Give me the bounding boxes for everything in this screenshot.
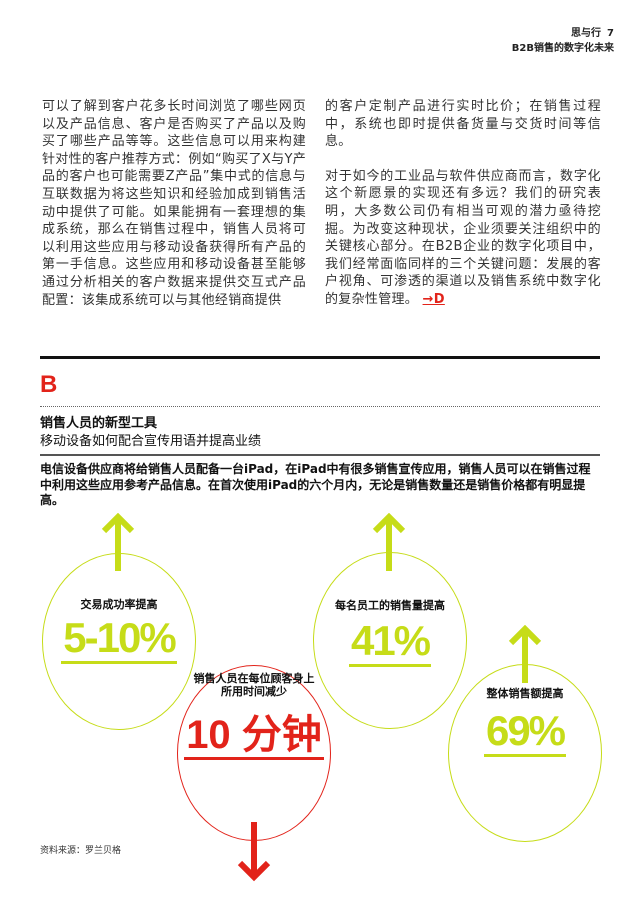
page-header: 思与行 7 B2B销售的数字化未来 [512,26,614,56]
stat-value: 41% [314,617,466,667]
paragraph-text: 对于如今的工业品与软件供应商而言，数字化这个新愿景的实现还有多远？我们的研究表明… [325,168,601,307]
section-title: 销售人员的新型工具 [40,416,158,431]
stat-label: 销售人员在每位顾客身上所用时间减少 [193,672,315,698]
title-divider [40,454,600,456]
stat-label: 交易成功率提高 [80,598,158,611]
paragraph: 的客户定制产品进行实时比价；在销售过程中，系统也即时提供备货量与交货时间等信息。 [325,99,601,150]
stat-circle-deal-success: 交易成功率提高 5-10% [42,553,196,730]
arrow-down-icon [237,822,271,882]
stat-circle-sales-per-employee: 每名员工的销售量提高 41% [313,552,467,729]
dotted-divider [40,406,600,407]
section-intro: 电信设备供应商将给销售人员配备一台iPad，在iPad中有很多销售宣传应用，销售… [40,462,591,507]
section-divider [40,356,600,359]
source-note: 资料来源：罗兰贝格 [40,846,122,856]
page-number: 7 [607,28,614,39]
section-subtitle: 移动设备如何配合宣传用语并提高业绩 [40,434,262,449]
stat-label: 每名员工的销售量提高 [335,599,445,612]
body-column-right: 的客户定制产品进行实时比价；在销售过程中，系统也即时提供备货量与交货时间等信息。… [325,98,601,326]
paragraph: 可以了解到客户花多长时间浏览了哪些网页以及产品信息、客户是否购买了产品以及购买了… [42,99,306,308]
section-letter: B [40,371,58,398]
body-column-left: 可以了解到客户花多长时间浏览了哪些网页以及产品信息、客户是否购买了产品以及购买了… [42,98,306,326]
paragraph: 对于如今的工业品与软件供应商而言，数字化这个新愿景的实现还有多远？我们的研究表明… [325,168,601,309]
stat-label: 整体销售额提高 [486,687,564,700]
stat-value: 69% [449,707,601,757]
header-title: 思与行 [571,28,602,39]
cross-reference-link[interactable]: →D [422,291,445,307]
stat-circle-time-per-customer: 销售人员在每位顾客身上所用时间减少 10 分钟 [177,665,331,841]
stat-value: 5-10% [43,614,195,664]
stat-circle-total-sales: 整体销售额提高 69% [448,664,602,842]
header-subtitle: B2B销售的数字化未来 [511,43,614,54]
stat-value: 10 分钟 [178,702,330,760]
